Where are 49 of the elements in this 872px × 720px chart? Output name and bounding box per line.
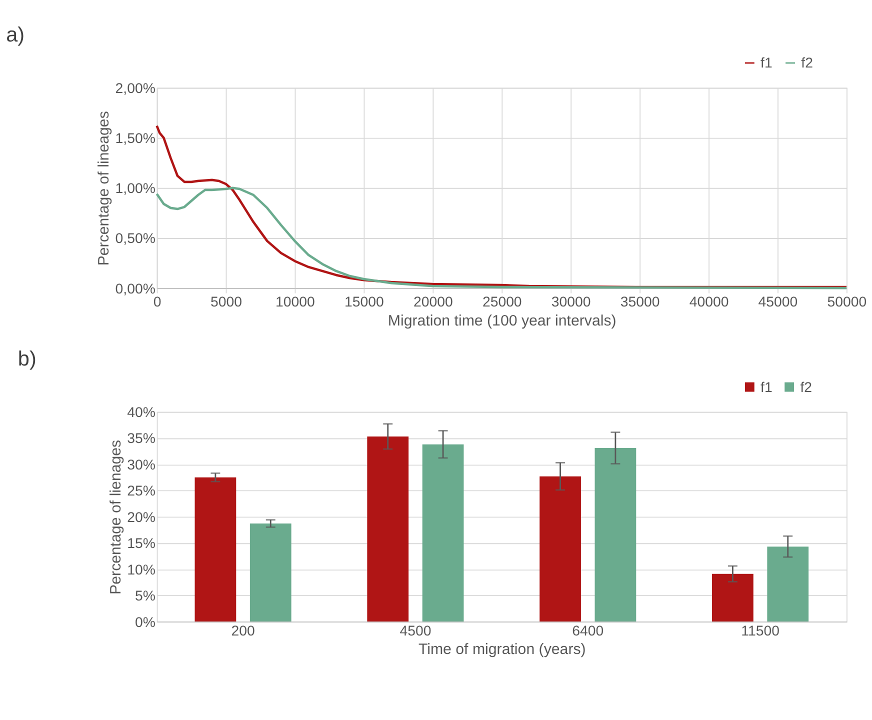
bar (367, 436, 409, 622)
x-tick-label: 5000 (210, 294, 242, 310)
y-tick-label: 35% (127, 431, 156, 448)
x-tick-label: 30000 (551, 294, 591, 310)
bar (194, 477, 236, 622)
y-tick-label: 40% (127, 405, 156, 422)
y-tick-label: 30% (127, 457, 156, 474)
bar (594, 448, 636, 622)
x-tick-label: 4500 (400, 623, 432, 640)
x-tick-label: 35000 (620, 294, 660, 310)
x-tick-label: 0 (153, 294, 162, 310)
y-tick-label: 25% (127, 484, 156, 500)
chart-title: b) (18, 348, 36, 371)
legend-label: f1 (760, 380, 772, 396)
chart-title: a) (6, 23, 25, 46)
bar (712, 574, 754, 622)
bar (540, 476, 581, 622)
x-axis-title: Time of migration (years) (418, 641, 586, 658)
x-tick-label: 11500 (741, 623, 780, 640)
legend-label: f2 (800, 380, 812, 396)
y-tick-label: 15% (127, 536, 156, 552)
bar (422, 444, 464, 622)
x-tick-label: 20000 (413, 294, 453, 310)
bar (767, 546, 809, 622)
bar (250, 524, 292, 622)
x-tick-label: 50000 (827, 294, 867, 310)
x-tick-label: 40000 (689, 294, 729, 310)
y-tick-label: 0,50% (115, 231, 156, 248)
line-series (156, 124, 848, 288)
x-tick-label: 200 (231, 623, 255, 640)
y-tick-label: 1,00% (115, 181, 156, 198)
y-axis-title: Percentage of lienages (107, 439, 124, 594)
x-tick-label: 6400 (572, 623, 604, 640)
y-tick-label: 5% (134, 588, 156, 605)
x-tick-label: 10000 (276, 294, 316, 310)
x-tick-label: 25000 (482, 294, 522, 310)
y-tick-label: 2,00% (115, 80, 156, 97)
line-series (156, 186, 848, 290)
y-axis-title: Percentage of lineages (96, 110, 113, 266)
y-tick-label: 1,50% (115, 131, 156, 148)
legend-label: f2 (801, 56, 814, 72)
x-tick-label: 45000 (758, 294, 798, 310)
y-tick-label: 20% (127, 510, 156, 526)
y-tick-label: 10% (127, 562, 156, 578)
y-tick-label: 0% (134, 614, 156, 631)
x-tick-label: 15000 (344, 294, 384, 310)
x-axis-title: Migration time (100 year intervals) (388, 312, 616, 330)
y-tick-label: 0,00% (115, 281, 156, 298)
legend-label: f1 (760, 56, 772, 72)
